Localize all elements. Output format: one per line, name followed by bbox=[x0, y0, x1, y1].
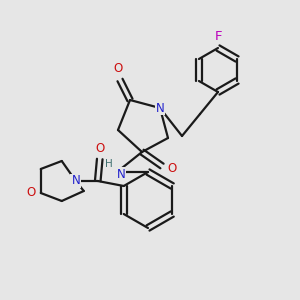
Text: H: H bbox=[105, 159, 113, 169]
Text: N: N bbox=[156, 101, 164, 115]
Text: O: O bbox=[113, 62, 123, 76]
Text: O: O bbox=[95, 142, 104, 154]
Text: N: N bbox=[117, 167, 125, 181]
Text: O: O bbox=[26, 187, 35, 200]
Text: O: O bbox=[167, 161, 177, 175]
Text: N: N bbox=[71, 175, 80, 188]
Text: F: F bbox=[214, 29, 222, 43]
